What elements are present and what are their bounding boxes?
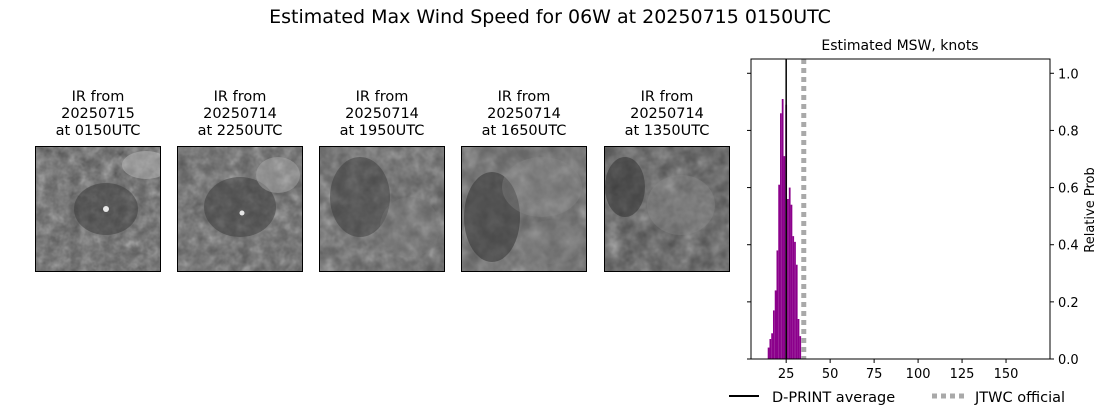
legend-dprint-label: D-PRINT average — [772, 390, 895, 406]
histogram-bar — [799, 336, 802, 359]
ir-title-line2: 20250715 — [61, 106, 135, 122]
histogram-bar — [781, 99, 784, 359]
histogram-bar — [774, 290, 777, 359]
histogram-bar — [772, 310, 775, 359]
ir-panel-5: IR from 20250714 at 1350UTC — [604, 89, 730, 272]
ir-satellite-image — [35, 146, 161, 272]
histogram-bar — [776, 250, 779, 359]
histogram-bar — [795, 264, 798, 359]
ir-panel-title: IR from 20250714 at 2250UTC — [177, 89, 303, 141]
ir-title-line3: at 1350UTC — [624, 123, 710, 139]
x-tick-label: 150 — [994, 367, 1019, 382]
ir-panel-title: IR from 20250714 at 1350UTC — [604, 89, 730, 141]
ir-panel-title: IR from 20250714 at 1650UTC — [461, 89, 587, 141]
plot-frame — [750, 58, 1051, 360]
y-tick-label: 0.2 — [1058, 296, 1079, 311]
ir-panel-title: IR from 20250714 at 1950UTC — [319, 89, 445, 141]
ir-title-line1: IR from — [640, 89, 694, 105]
histogram-bar — [771, 333, 773, 359]
histogram-bar — [788, 187, 791, 359]
ir-satellite-image — [319, 146, 445, 272]
ir-title-line3: at 1650UTC — [481, 123, 567, 139]
ir-satellite-image — [461, 146, 587, 272]
x-tick-label: 50 — [822, 367, 839, 382]
x-tick-label: 25 — [778, 367, 795, 382]
histogram-bar — [769, 339, 772, 359]
histogram-bar — [792, 236, 795, 359]
ir-title-line2: 20250714 — [487, 106, 561, 122]
histogram-bar — [767, 347, 770, 359]
legend-jtwc-label: JTWC official — [974, 390, 1065, 406]
ir-satellite-image — [177, 146, 303, 272]
ir-title-line1: IR from — [497, 89, 551, 105]
y-tick-label: 0.0 — [1058, 353, 1079, 368]
ir-title-line2: 20250714 — [630, 106, 704, 122]
y-axis-ticks: 0.0 0.2 0.4 0.6 0.8 1.0 — [747, 67, 1079, 368]
histogram-bars — [767, 99, 802, 360]
y-tick-label: 0.6 — [1058, 182, 1079, 197]
ir-panel-1: IR from 20250715 at 0150UTC — [35, 89, 161, 272]
chart-title: Estimated MSW, knots — [821, 38, 978, 54]
histogram-bar — [790, 204, 793, 359]
ir-title-line1: IR from — [355, 89, 409, 105]
x-tick-label: 100 — [906, 367, 931, 382]
ir-title-line3: at 1950UTC — [339, 123, 425, 139]
x-tick-label: 125 — [950, 367, 975, 382]
ir-panel-3: IR from 20250714 at 1950UTC — [319, 89, 445, 272]
histogram-bar — [780, 113, 782, 360]
histogram-bar — [794, 241, 796, 359]
ir-title-line2: 20250714 — [345, 106, 419, 122]
y-tick-label: 0.8 — [1058, 124, 1079, 139]
y-tick-label: 1.0 — [1058, 67, 1079, 82]
x-tick-label: 75 — [866, 367, 883, 382]
x-axis-ticks: 25 50 75 100 125 150 — [778, 359, 1019, 382]
ir-title-line1: IR from — [213, 89, 267, 105]
ir-panel-title: IR from 20250715 at 0150UTC — [35, 89, 161, 141]
ir-panel-2: IR from 20250714 at 2250UTC — [177, 89, 303, 272]
ir-title-line2: 20250714 — [203, 106, 277, 122]
ir-title-line3: at 2250UTC — [197, 123, 283, 139]
ir-title-line3: at 0150UTC — [55, 123, 141, 139]
ir-title-line1: IR from — [71, 89, 125, 105]
ir-panel-4: IR from 20250714 at 1650UTC — [461, 89, 587, 272]
y-axis-label: Relative Prob — [1083, 167, 1098, 252]
ir-satellite-image — [604, 146, 730, 272]
histogram-bar — [797, 319, 800, 359]
histogram-bar — [778, 184, 781, 359]
histogram-bar — [783, 156, 786, 359]
y-tick-label: 0.4 — [1058, 239, 1079, 254]
histogram-bar — [787, 199, 789, 359]
figure-title: Estimated Max Wind Speed for 06W at 2025… — [269, 6, 831, 28]
